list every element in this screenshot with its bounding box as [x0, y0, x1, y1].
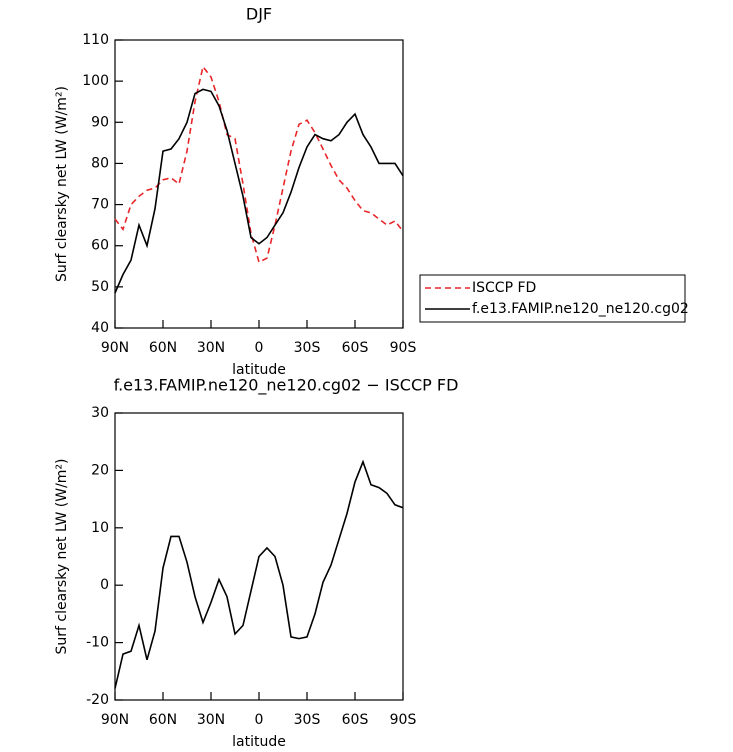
x-tick-label: 30N: [197, 340, 225, 356]
x-tick-label: 0: [255, 340, 264, 356]
chart-title: f.e13.FAMIP.ne120_ne120.cg02 − ISCCP FD: [114, 376, 459, 396]
x-tick-label: 30S: [294, 712, 321, 728]
y-tick-label: 40: [91, 320, 109, 336]
y-tick-label: 10: [91, 520, 109, 536]
y-tick-label: 80: [91, 155, 109, 171]
x-tick-label: 90S: [390, 340, 417, 356]
y-tick-label: 50: [91, 279, 109, 295]
y-tick-label: 90: [91, 114, 109, 130]
x-axis-label: latitude: [232, 734, 286, 750]
x-tick-label: 0: [255, 712, 264, 728]
x-tick-label: 30S: [294, 340, 321, 356]
y-tick-label: 60: [91, 238, 109, 254]
data-line: [114, 88, 404, 294]
x-tick-label: 30N: [197, 712, 225, 728]
y-tick-label: -20: [86, 692, 109, 708]
legend-box: [419, 274, 686, 323]
y-tick-label: -10: [86, 635, 109, 651]
x-tick-label: 60S: [342, 340, 369, 356]
y-axis-label: Surf clearsky net LW (W/m²): [54, 86, 70, 282]
y-tick-label: 100: [82, 73, 109, 89]
y-tick-label: 110: [82, 32, 109, 48]
x-tick-label: 90N: [101, 340, 129, 356]
data-line: [114, 459, 404, 689]
x-tick-label: 60N: [149, 340, 177, 356]
y-tick-label: 0: [100, 577, 109, 593]
data-line: [114, 64, 404, 264]
legend-label: ISCCP FD: [472, 280, 536, 296]
x-axis-label: latitude: [232, 362, 286, 378]
x-tick-label: 90N: [101, 712, 129, 728]
x-tick-label: 90S: [390, 712, 417, 728]
y-tick-label: 30: [91, 405, 109, 421]
legend-label: f.e13.FAMIP.ne120_ne120.cg02: [472, 301, 689, 317]
x-tick-label: 60N: [149, 712, 177, 728]
y-axis-label: Surf clearsky net LW (W/m²): [54, 458, 70, 654]
x-tick-label: 60S: [342, 712, 369, 728]
chart-title: DJF: [246, 5, 272, 24]
y-tick-label: 70: [91, 197, 109, 213]
y-tick-label: 20: [91, 462, 109, 478]
